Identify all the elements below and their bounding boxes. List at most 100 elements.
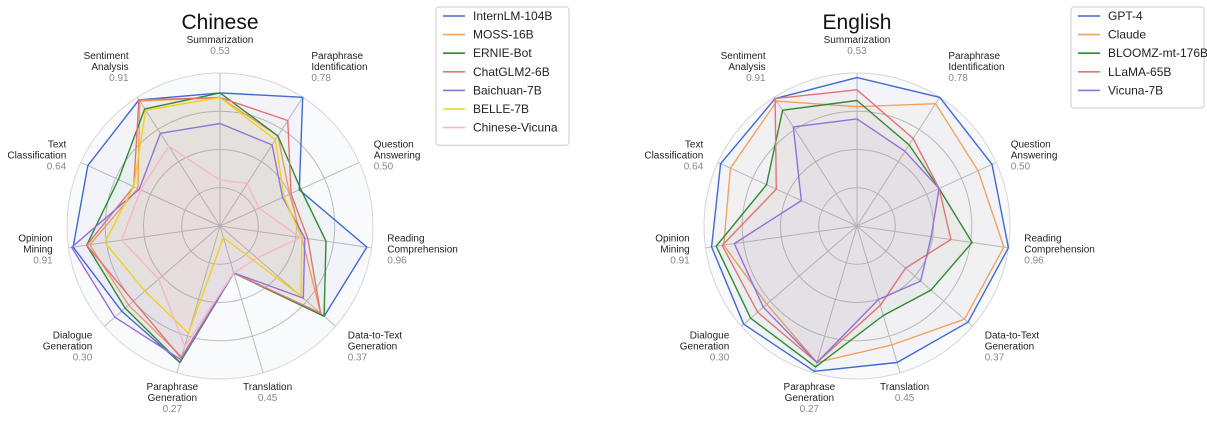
radar-spoke <box>68 225 221 249</box>
axis-label-1-1: Paraphrase Identification 0.78 <box>948 51 1004 84</box>
axis-max-value: 0.45 <box>895 393 915 404</box>
axis-label-line: Question <box>374 139 414 150</box>
axis-max-value: 0.64 <box>684 161 704 172</box>
axis-label-0-8: Opinion Mining 0.91 <box>18 234 53 267</box>
legend-entry: Baichuan-7B <box>473 83 542 97</box>
axis-label-0-3: Reading Comprehension 0.96 <box>387 234 458 267</box>
radar-chart-0: Summarization 0.53 Paraphrase Identificatio… <box>7 6 570 415</box>
radar-spoke <box>856 161 997 227</box>
axis-label-1-3: Reading Comprehension 0.96 <box>1024 234 1095 267</box>
axis-label-line: Translation <box>880 382 929 393</box>
axis-max-value: 0.50 <box>374 161 394 172</box>
legend-entry: InternLM-104B <box>473 9 552 23</box>
legend-box <box>1070 6 1205 109</box>
radar-spoke <box>176 225 221 373</box>
axis-max-value: 0.78 <box>311 73 331 84</box>
radar-spoke <box>813 225 858 373</box>
axis-label-line: Reading <box>1024 234 1061 245</box>
radar-spoke <box>219 97 304 227</box>
axis-label-0-2: Question Answering 0.50 <box>374 139 421 172</box>
axis-label-line: Analysis <box>728 62 765 73</box>
axis-label-0-6: Paraphrase Generation 0.27 <box>147 382 199 415</box>
axis-label-line: Identification <box>311 62 367 73</box>
axis-label-line: Opinion <box>18 234 52 245</box>
radar-spoke <box>856 225 973 327</box>
series-polygon-bloomz-mt-176b <box>715 99 973 368</box>
radar-spoke <box>705 225 858 249</box>
axis-label-0-4: Data-to-Text Generation 0.37 <box>348 331 403 364</box>
series-polygon-llama-65b <box>721 89 952 364</box>
axis-label-line: Paraphrase <box>784 382 836 393</box>
radar-chart-1: Summarization 0.53 Paraphrase Identificatio… <box>644 6 1207 415</box>
legend-entry: ChatGLM2-6B <box>473 65 550 79</box>
axis-label-line: Analysis <box>91 62 128 73</box>
legend-entry: ERNIE-Bot <box>473 46 532 60</box>
axis-label-line: Paraphrase <box>147 382 199 393</box>
axis-max-value: 0.37 <box>348 353 368 364</box>
axis-label-1-6: Paraphrase Generation 0.27 <box>784 382 836 415</box>
radar-spoke <box>104 225 221 327</box>
radar-spoke <box>773 97 858 227</box>
series-polygon-claude <box>723 100 1005 364</box>
axis-max-value: 0.64 <box>47 161 67 172</box>
axis-label-line: Mining <box>660 245 689 256</box>
axis-label-0-0: Summarization 0.53 <box>187 35 254 57</box>
axis-label-line: Generation <box>43 342 92 353</box>
axis-max-value: 0.91 <box>670 256 690 267</box>
axis-label-1-4: Data-to-Text Generation 0.37 <box>985 331 1040 364</box>
radar-spoke <box>136 97 221 227</box>
axis-max-value: 0.27 <box>163 404 183 415</box>
axis-label-line: Comprehension <box>1024 245 1095 256</box>
radar-spoke <box>219 225 336 327</box>
axis-label-line: Summarization <box>824 35 891 46</box>
axis-label-line: Opinion <box>655 234 689 245</box>
axis-max-value: 0.53 <box>847 46 867 57</box>
axis-max-value: 0.50 <box>1011 161 1031 172</box>
radar-spoke <box>717 161 858 227</box>
axis-label-line: Data-to-Text <box>985 331 1040 342</box>
axis-label-0-10: Sentiment Analysis 0.91 <box>84 51 129 84</box>
axis-max-value: 0.91 <box>33 256 53 267</box>
axis-label-1-7: Dialogue Generation 0.30 <box>680 331 730 364</box>
axis-max-value: 0.27 <box>800 404 820 415</box>
axis-label-line: Sentiment <box>84 51 129 62</box>
axis-label-line: Comprehension <box>387 245 458 256</box>
axis-label-line: Generation <box>348 342 397 353</box>
axis-label-line: Translation <box>243 382 292 393</box>
axis-max-value: 0.30 <box>710 353 730 364</box>
axis-label-line: Data-to-Text <box>348 331 403 342</box>
axis-label-line: Generation <box>785 393 834 404</box>
axis-label-line: Dialogue <box>53 331 93 342</box>
axis-label-1-8: Opinion Mining 0.91 <box>655 234 690 267</box>
axis-label-line: Generation <box>985 342 1034 353</box>
legend-entry: Chinese-Vicuna <box>473 121 558 135</box>
axis-label-line: Answering <box>374 150 421 161</box>
radar-spoke <box>80 161 221 227</box>
radar-spoke <box>219 225 264 373</box>
axis-label-1-2: Question Answering 0.50 <box>1011 139 1058 172</box>
axis-max-value: 0.30 <box>73 353 93 364</box>
axis-label-line: Dialogue <box>690 331 730 342</box>
axis-max-value: 0.91 <box>746 73 766 84</box>
axis-label-line: Text <box>685 139 704 150</box>
axis-label-1-9: Text Classification 0.64 <box>644 139 703 172</box>
series-polygon-vicuna-7b <box>733 118 940 364</box>
axis-label-0-7: Dialogue Generation 0.30 <box>43 331 93 364</box>
axis-label-1-10: Sentiment Analysis 0.91 <box>721 51 766 84</box>
radar-spoke <box>741 225 858 327</box>
axis-label-line: Reading <box>387 234 424 245</box>
series-polygon-baichuan-7b <box>70 122 306 361</box>
legend-entry: BLOOMZ-mt-176B <box>1108 46 1207 60</box>
legend-entry: BELLE-7B <box>473 102 529 116</box>
axis-label-line: Paraphrase <box>311 51 363 62</box>
axis-max-value: 0.96 <box>387 256 407 267</box>
legend-entry: Vicuna-7B <box>1108 83 1163 97</box>
axis-label-line: Summarization <box>187 35 254 46</box>
chart-title: English <box>823 11 892 34</box>
radar-spoke <box>219 225 372 249</box>
axis-label-line: Classification <box>7 150 66 161</box>
series-polygon-gpt-4 <box>710 76 1010 372</box>
axis-label-0-1: Paraphrase Identification 0.78 <box>311 51 367 84</box>
